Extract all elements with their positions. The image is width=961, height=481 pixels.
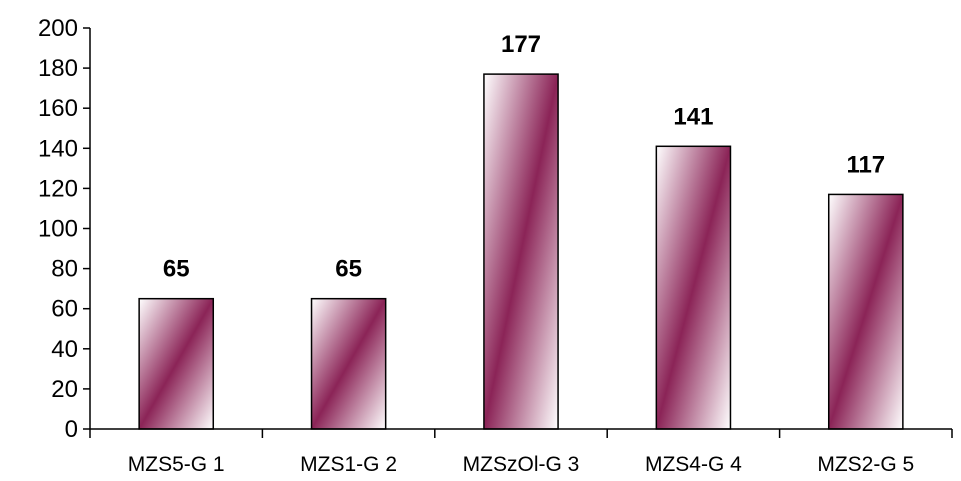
y-tick-label: 200 [38, 15, 78, 42]
y-tick-label: 80 [51, 256, 78, 283]
x-axis-ticks: MZS5-G 1 MZS1-G 2 MZSzOl-G 3 MZS4-G 4 MZS2-G… [89, 429, 953, 476]
bar [310, 297, 387, 430]
y-tick-label: 100 [38, 216, 78, 243]
bar [827, 193, 904, 430]
x-category-label: MZS1-G 2 [300, 453, 397, 476]
bar [138, 297, 215, 430]
x-category-label: MZS2-G 5 [817, 453, 914, 476]
bars: 65 65 177 141 117 [138, 31, 904, 430]
y-tick-label: 180 [38, 55, 78, 82]
y-tick-label: 20 [51, 376, 78, 403]
y-tick-label: 160 [38, 95, 78, 122]
y-tick-label: 0 [65, 416, 78, 443]
data-label: 141 [673, 103, 713, 130]
y-tick-label: 40 [51, 336, 78, 363]
data-label: 65 [163, 256, 190, 283]
data-label: 65 [335, 256, 362, 283]
y-tick-label: 140 [38, 135, 78, 162]
y-axis-ticks: 0 20 40 60 80 100 120 140 160 180 200 [38, 15, 90, 443]
x-category-label: MZSzOl-G 3 [463, 453, 580, 476]
data-label: 177 [501, 31, 541, 58]
bar [655, 145, 732, 430]
y-tick-label: 60 [51, 296, 78, 323]
x-category-label: MZS4-G 4 [645, 453, 742, 476]
y-tick-label: 120 [38, 175, 78, 202]
x-category-label: MZS5-G 1 [128, 453, 225, 476]
bar [483, 73, 559, 430]
data-label: 117 [846, 151, 885, 178]
